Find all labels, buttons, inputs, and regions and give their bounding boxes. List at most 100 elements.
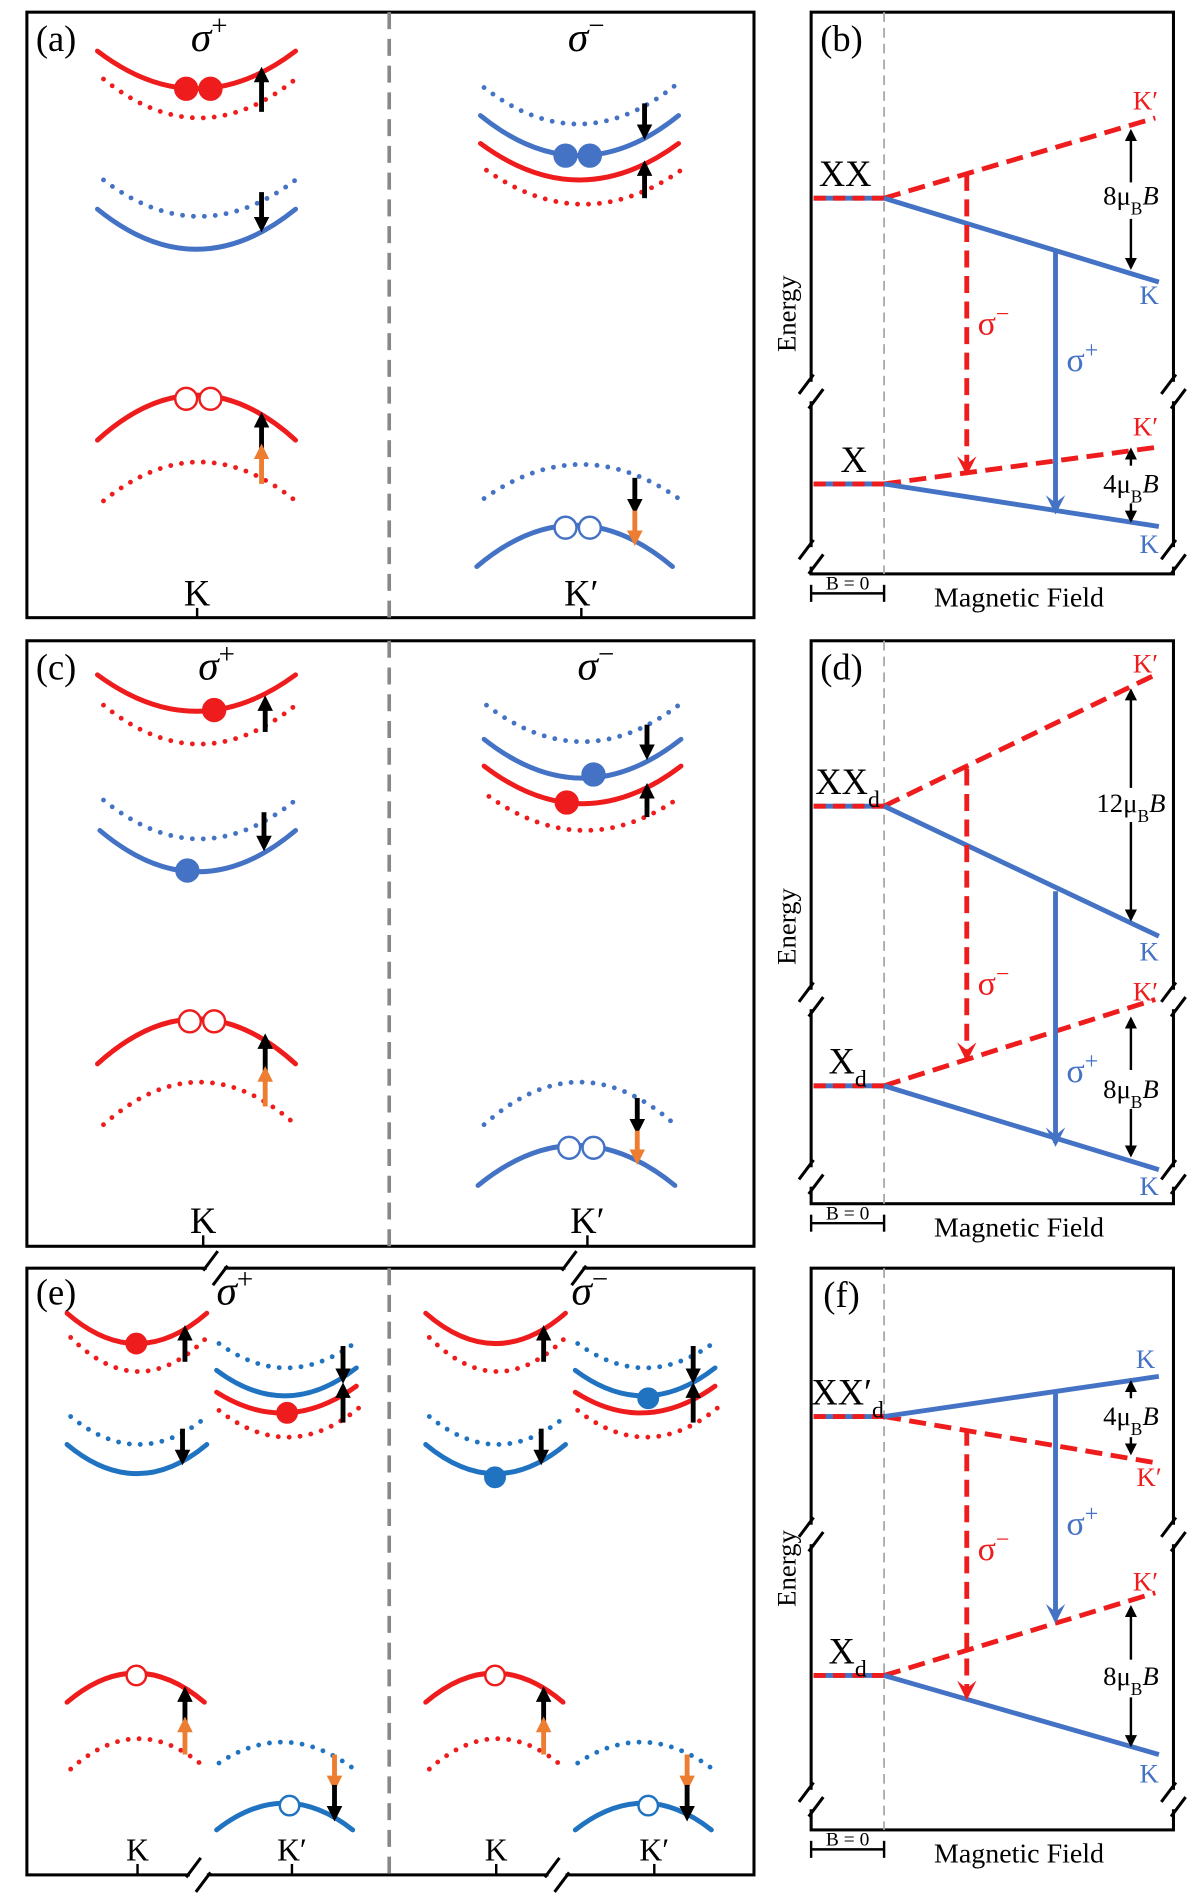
lower-state-label-part: X xyxy=(841,440,867,480)
hole xyxy=(198,386,223,411)
kprime-branch-red-dashed xyxy=(883,672,1157,809)
panel-f-label-part: (f) xyxy=(823,1275,859,1315)
electron xyxy=(174,76,199,101)
zeeman-splitting-label-part: B xyxy=(1142,180,1158,210)
axis-break-mark xyxy=(1169,388,1187,410)
electron xyxy=(484,1466,506,1489)
valley-label-part: K xyxy=(1139,280,1159,310)
sigma-plus-label-part: + xyxy=(237,1264,253,1296)
zero-field-label: B = 0 xyxy=(826,1830,869,1851)
zeeman-splitting-label-part: 4μ xyxy=(1103,468,1131,498)
magnetic-field-axis-label-part: Magnetic Field xyxy=(934,1839,1104,1870)
axis-break-mark xyxy=(184,1856,202,1879)
zeeman-splitting-label: 4μBB xyxy=(1103,1401,1159,1439)
valley-label-part: K xyxy=(1139,1758,1159,1788)
zero-field-label-part: B = 0 xyxy=(826,1830,869,1851)
sigma-plus-label-part: + xyxy=(211,10,227,42)
zeeman-splitting-label-part: 8μ xyxy=(1103,180,1131,210)
axis-break-mark xyxy=(807,553,825,575)
conduction-band-blue-dotted xyxy=(101,797,299,842)
energy-axis-label-part: Energy xyxy=(771,275,801,352)
valley-label: K′ xyxy=(1133,977,1158,1007)
kprime-conduction-band-blue xyxy=(214,1365,359,1399)
hole xyxy=(125,1664,148,1687)
electron xyxy=(577,143,603,168)
k-prime-point-label: K′ xyxy=(564,574,598,614)
k-valence-band-red-dotted xyxy=(68,1736,210,1772)
energy-axis-label-part: Energy xyxy=(771,888,801,965)
axis-break-mark xyxy=(797,1516,815,1538)
axis-break-mark xyxy=(1169,553,1187,575)
axis-break-mark xyxy=(560,1250,578,1272)
electron xyxy=(175,858,200,883)
sigma-minus-label: σ− xyxy=(978,301,1010,342)
sigma-minus-label-part: − xyxy=(996,1527,1009,1553)
axis-break-mark xyxy=(570,1264,588,1287)
k-prime-point-label: K′ xyxy=(639,1832,669,1867)
panel-d-label: (d) xyxy=(820,648,863,688)
electron xyxy=(637,1387,660,1410)
k-point-label: K xyxy=(485,1832,508,1867)
kprime-valence-band-blue-dotted xyxy=(575,1739,720,1776)
axis-break-mark xyxy=(1169,1531,1187,1553)
zero-field-label-part: B = 0 xyxy=(826,574,869,595)
k-point-label: K xyxy=(184,574,210,614)
k-prime-point-label-part: K′ xyxy=(277,1832,307,1867)
axis-break-mark-gap xyxy=(189,1865,207,1885)
zeeman-splitting-label-part: B xyxy=(1131,487,1143,506)
axis-break-mark xyxy=(201,1250,219,1272)
zeeman-splitting-label: 12μBB xyxy=(1096,788,1165,826)
zeeman-splitting-label-part: 8μ xyxy=(1103,1074,1131,1104)
hole xyxy=(201,1009,227,1034)
upper-state-label-part: d xyxy=(872,1397,884,1423)
sigma-plus-label-part: + xyxy=(219,639,235,671)
magnetic-field-axis-label: Magnetic Field xyxy=(934,1839,1104,1870)
panel-e-label: (e) xyxy=(36,1273,76,1313)
sigma-plus-label: σ+ xyxy=(216,1264,253,1314)
electron xyxy=(125,1332,148,1355)
panel-b-label: (b) xyxy=(820,19,863,59)
axis-break-mark-gap xyxy=(1164,547,1182,567)
zeeman-splitting-label-part: B xyxy=(1142,1661,1158,1691)
axis-break-mark xyxy=(1169,1173,1187,1195)
axis-break-mark xyxy=(797,538,815,561)
valence-band-red-dotted xyxy=(101,459,299,504)
axis-break-mark-gap xyxy=(1164,381,1182,402)
hole xyxy=(278,1794,301,1817)
energy-axis-label: Energy xyxy=(771,1530,801,1607)
valley-label-part: K′ xyxy=(1133,85,1158,115)
sigma-minus-label-part: σ xyxy=(978,1531,996,1568)
k-conduction-band-red-dotted xyxy=(68,1335,210,1374)
sigma-minus-label-part: − xyxy=(588,10,604,42)
k-valence-band-red-dotted xyxy=(426,1736,568,1772)
valley-label-part: K′ xyxy=(1133,1566,1158,1596)
axis-break-mark-gap xyxy=(802,1789,820,1810)
axis-break-mark-gap xyxy=(565,1258,583,1278)
k-prime-point-label-part: K′ xyxy=(639,1832,669,1867)
axis-break-mark xyxy=(807,1531,825,1553)
zeeman-splitting-label-part: B xyxy=(1149,788,1165,818)
panel-d-label-part: (d) xyxy=(820,648,863,688)
valley-label: K xyxy=(1139,1171,1159,1201)
axis-break-mark xyxy=(1169,1796,1187,1818)
upper-state-label: XX′d xyxy=(811,1372,884,1423)
k-prime-point-label-part: K′ xyxy=(570,1201,604,1241)
valley-label-part: K′ xyxy=(1137,1462,1162,1492)
sigma-minus-label-part: σ xyxy=(978,966,996,1003)
zeeman-splitting-label-part: B xyxy=(1131,199,1143,218)
valley-label: K xyxy=(1139,937,1159,967)
kprime-branch-red-dashed xyxy=(883,115,1156,201)
panel-e-label-part: (e) xyxy=(36,1273,76,1313)
conduction-band-blue xyxy=(94,206,299,252)
valley-label: K xyxy=(1139,280,1159,310)
lower-state-label: Xd xyxy=(829,1631,867,1682)
valence-band-blue-dotted xyxy=(481,462,682,501)
k-prime-point-label-part: K′ xyxy=(564,574,598,614)
k-conduction-band-blue xyxy=(64,1442,210,1476)
panel-c-label-part: (c) xyxy=(36,648,76,688)
axis-break-mark xyxy=(1160,1516,1178,1538)
upper-state-label-part: XX xyxy=(819,154,872,194)
sigma-plus-label-part: σ xyxy=(191,14,213,60)
valley-label-part: K xyxy=(1139,1171,1159,1201)
k-branch-blue xyxy=(883,195,1160,285)
